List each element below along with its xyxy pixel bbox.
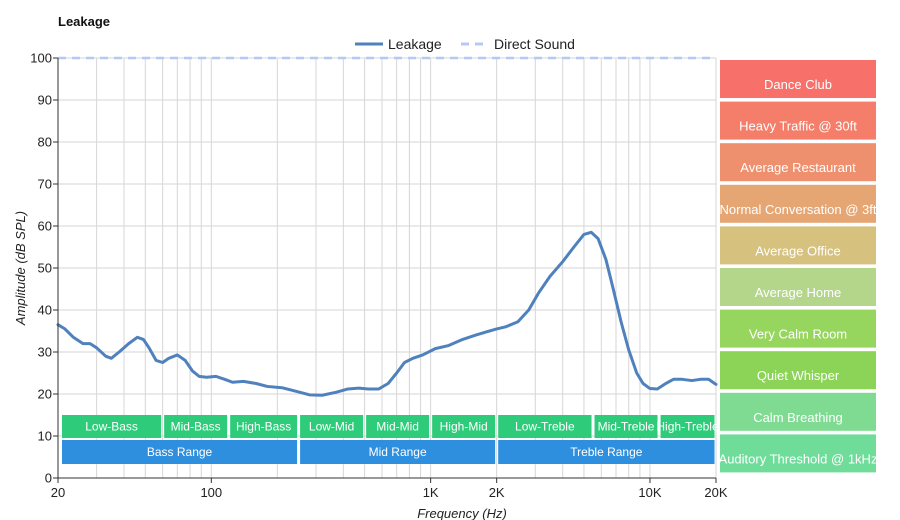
x-tick-label: 100 [200, 485, 222, 500]
y-tick-label: 40 [38, 303, 52, 318]
y-tick-label: 90 [38, 93, 52, 108]
band-label: Mid-Treble [598, 420, 655, 434]
band-high-treble [660, 415, 715, 438]
series-leakage [56, 230, 718, 397]
band-high-bass [230, 415, 298, 438]
x-tick-label: 2K [489, 485, 505, 500]
band-low-bass [62, 415, 162, 438]
band-label: Bass Range [147, 445, 213, 459]
axes: 0 10 20 30 40 50 60 70 80 90 100 20 100 1K 2K 10K 20K [30, 51, 728, 501]
band-low-mid [300, 415, 364, 438]
frequency-bands: Low-Bass Mid-Bass High-Bass Low-Mid Mid-Mid H… [62, 415, 719, 464]
reference-box [720, 392, 876, 431]
band-mid-treble [594, 415, 658, 438]
y-axis-label: Amplitude (dB SPL) [13, 211, 28, 326]
band-bass-range [62, 440, 298, 464]
legend-label-direct-sound: Direct Sound [494, 36, 575, 52]
legend: Leakage Direct Sound [355, 36, 575, 52]
x-tick-label: 20K [704, 485, 727, 500]
band-label: Treble Range [570, 445, 643, 459]
reference-label: Average Office [755, 243, 841, 258]
band-label: Low-Mid [309, 420, 354, 434]
x-tick-label: 10K [638, 485, 661, 500]
band-high-mid [432, 415, 496, 438]
band-mid-bass [164, 415, 228, 438]
y-tick-label: 60 [38, 219, 52, 234]
band-label: High-Mid [440, 420, 488, 434]
reference-box [720, 226, 876, 265]
band-label: Mid-Bass [171, 420, 221, 434]
y-tick-label: 80 [38, 135, 52, 150]
legend-label-leakage: Leakage [388, 36, 442, 52]
band-mid-mid [366, 415, 430, 438]
band-mid-range [300, 440, 496, 464]
reference-label: Calm Breathing [753, 410, 843, 425]
chart-title: Leakage [58, 14, 110, 29]
y-tick-label: 0 [45, 471, 52, 486]
reference-box [720, 309, 876, 348]
band-label: High-Bass [236, 420, 291, 434]
reference-label: Normal Conversation @ 3ft [720, 202, 877, 217]
band-label: Mid-Mid [376, 420, 419, 434]
band-label: Low-Bass [85, 420, 138, 434]
reference-box [720, 101, 876, 140]
x-axis-label: Frequency (Hz) [417, 506, 507, 520]
y-tick-label: 20 [38, 387, 52, 402]
y-tick-label: 10 [38, 429, 52, 444]
reference-box [720, 434, 876, 473]
reference-label: Average Home [755, 285, 841, 300]
reference-box [720, 184, 876, 223]
reference-label: Dance Club [764, 77, 832, 92]
y-tick-label: 100 [30, 51, 52, 66]
band-label: Low-Treble [515, 420, 575, 434]
x-tick-label: 1K [423, 485, 439, 500]
reference-label: Heavy Traffic @ 30ft [739, 119, 857, 134]
reference-label: Average Restaurant [740, 160, 856, 175]
reference-label: Very Calm Room [749, 327, 847, 342]
series-layer [56, 56, 718, 397]
y-tick-label: 50 [38, 261, 52, 276]
reference-label: Quiet Whisper [757, 368, 840, 383]
reference-levels: Dance Club Heavy Traffic @ 30ft Average Re… [719, 60, 878, 473]
reference-box [720, 60, 876, 98]
band-treble-range [498, 440, 715, 464]
reference-box [720, 351, 876, 390]
y-tick-label: 30 [38, 345, 52, 360]
reference-label: Auditory Threshold @ 1kHz [719, 451, 878, 466]
x-tick-label: 20 [51, 485, 65, 500]
reference-box [720, 268, 876, 306]
reference-box [720, 143, 876, 182]
band-label: Mid Range [369, 445, 427, 459]
band-low-treble [498, 415, 592, 438]
y-tick-label: 70 [38, 177, 52, 192]
band-label: High-Treble [656, 420, 719, 434]
